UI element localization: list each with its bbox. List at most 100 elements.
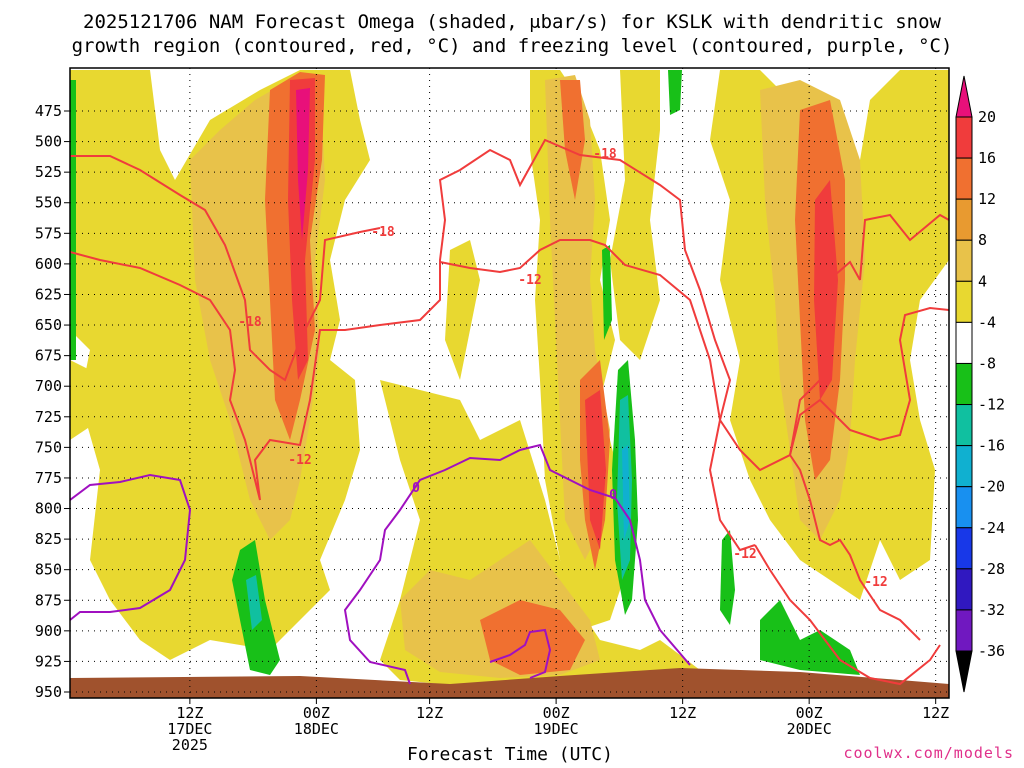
y-tick-label: 950: [35, 683, 62, 701]
dgz-contour-line: [754, 544, 941, 686]
colorbar-label: -28: [978, 560, 1005, 578]
x-tick-label: 00Z: [303, 704, 330, 722]
colorbar-label: 16: [978, 149, 996, 167]
omega-region-green: [668, 70, 682, 115]
freezing-contour-line: [489, 628, 552, 679]
dgz-contour-line: [70, 155, 381, 382]
omega-region-yellow: [610, 70, 660, 360]
terrain-band: [70, 668, 949, 698]
x-tick-label: 12Z: [922, 704, 949, 722]
y-tick-label: 575: [35, 224, 62, 242]
colorbar-label: 8: [978, 231, 987, 249]
title-line-1: 2025121706 NAM Forecast Omega (shaded, μ…: [83, 11, 941, 33]
omega-region-green: [720, 530, 735, 625]
omega-region-orange: [560, 80, 585, 200]
colorbar-segment: [955, 239, 973, 282]
credit-text: coolwx.com/models: [843, 744, 1014, 762]
x-tick-label: 20DEC: [787, 720, 832, 738]
dgz-contour-label: -12: [864, 575, 887, 590]
freezing-contour-line: [343, 443, 691, 685]
colorbar-label: 4: [978, 272, 987, 290]
dgz-contour-line: [789, 454, 921, 641]
y-tick-label: 775: [35, 469, 62, 487]
x-tick-label: 2025: [172, 736, 208, 754]
colorbar-bottom-triangle: [955, 650, 973, 693]
title-line-2: growth region (contoured, red, °C) and f…: [71, 35, 953, 57]
colorbar-segment: [955, 486, 973, 529]
colorbar-label: -16: [978, 437, 1005, 455]
y-tick-label: 850: [35, 561, 62, 579]
y-tick-label: 600: [35, 255, 62, 273]
chart-title: 2025121706 NAM Forecast Omega (shaded, μ…: [0, 10, 1024, 58]
omega-region-teal: [246, 575, 262, 630]
omega-region-red: [814, 180, 838, 400]
y-tick-label: 525: [35, 163, 62, 181]
x-tick-label: 00Z: [796, 704, 823, 722]
x-tick-label: 12Z: [176, 704, 203, 722]
plot-frame: [69, 67, 950, 699]
omega-region-yellow: [445, 240, 480, 380]
dgz-contour-label: -18: [593, 147, 617, 162]
dgz-contour-label: -12: [288, 453, 311, 468]
x-tick-label: 12Z: [416, 704, 443, 722]
y-tick-label: 650: [35, 316, 62, 334]
colorbar: 20 16 12 8 4 -4 -8 -12 -16 -20 -24 -28 -32 -36: [955, 75, 1005, 693]
y-axis: 475 500 525 550 575 600 625 650 675 700 725 750 775 8…: [35, 102, 70, 701]
y-tick-label: 925: [35, 652, 62, 670]
y-tick-label: 800: [35, 500, 62, 518]
y-tick-label: 675: [35, 347, 62, 365]
freezing-contour-line: [70, 473, 192, 621]
colorbar-segment: [955, 527, 973, 570]
colorbar-label: -12: [978, 396, 1005, 414]
omega-region-green: [70, 80, 76, 360]
omega-shading: [70, 70, 949, 690]
colorbar-label: -4: [978, 313, 996, 331]
colorbar-label: -36: [978, 642, 1005, 660]
y-tick-label: 750: [35, 438, 62, 456]
colorbar-label: -8: [978, 354, 996, 372]
colorbar-segment: [955, 609, 973, 652]
colorbar-label: -20: [978, 478, 1005, 496]
colorbar-segment: [955, 362, 973, 406]
omega-region-green: [602, 245, 612, 340]
colorbar-segment: [955, 445, 973, 488]
x-tick-label: 18DEC: [294, 720, 339, 738]
dgz-contours: [70, 138, 949, 686]
dgz-contour-label: -12: [733, 547, 756, 562]
y-tick-label: 875: [35, 591, 62, 609]
colorbar-segment: [955, 568, 973, 611]
omega-region-magenta: [296, 88, 310, 240]
y-tick-label: 550: [35, 194, 62, 212]
omega-region-yellow: [70, 360, 190, 620]
colorbar-segment: [955, 280, 973, 323]
x-tick-label: 12Z: [669, 704, 696, 722]
colorbar-top-triangle: [955, 75, 973, 118]
colorbar-label: 20: [978, 108, 996, 126]
x-axis-title: Forecast Time (UTC): [407, 744, 613, 765]
contour-labels: -18 -18 -18 -12 -12 -12 -12 0 0: [238, 147, 887, 590]
freezing-contour-label: 0: [609, 488, 617, 503]
dgz-contour-label: -18: [371, 225, 395, 240]
dgz-contour-line: [789, 260, 861, 456]
x-tick-label: 19DEC: [534, 720, 579, 738]
x-tick-label: 17DEC: [167, 720, 212, 738]
colorbar-segment: [955, 157, 973, 200]
colorbar-label: -32: [978, 601, 1005, 619]
y-tick-label: 475: [35, 102, 62, 120]
x-tick-label: 00Z: [543, 704, 570, 722]
y-tick-label: 625: [35, 285, 62, 303]
y-tick-label: 700: [35, 377, 62, 395]
y-tick-label: 825: [35, 530, 62, 548]
dgz-contour-line: [439, 239, 949, 472]
colorbar-segment: [955, 404, 973, 447]
dgz-contour-line: [859, 213, 949, 281]
y-tick-label: 500: [35, 133, 62, 151]
dgz-contour-line: [70, 138, 756, 552]
omega-region-green: [760, 600, 860, 675]
colorbar-segment: [955, 321, 973, 364]
colorbar-label: 12: [978, 190, 996, 208]
colorbar-label: -24: [978, 519, 1005, 537]
